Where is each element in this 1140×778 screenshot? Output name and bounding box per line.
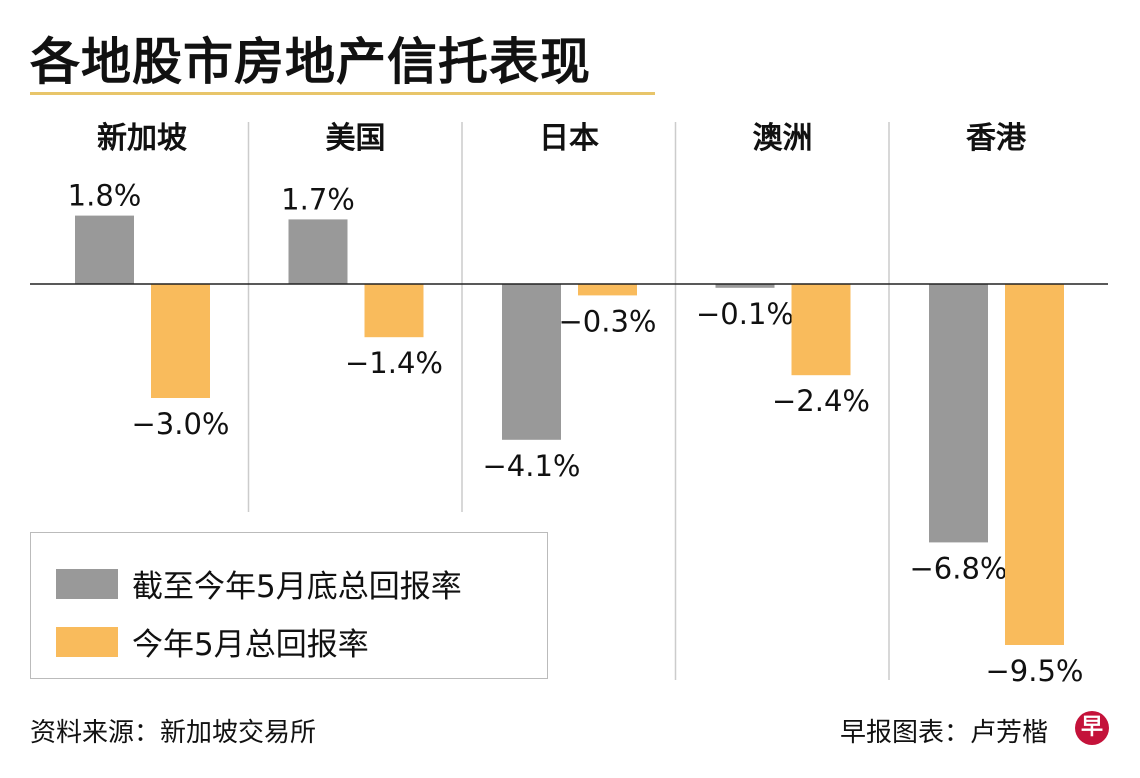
legend-item-ytd: 截至今年5月底总回报率	[56, 561, 462, 606]
bar-may	[364, 284, 424, 338]
zaobao-logo: 早	[1075, 711, 1109, 745]
legend-label-ytd: 截至今年5月底总回报率	[132, 569, 462, 605]
legend-swatch-may	[56, 626, 118, 657]
legend-swatch-ytd	[56, 568, 118, 599]
bar-may	[578, 284, 637, 296]
data-label: 1.8%	[68, 179, 142, 213]
category-label: 美国	[326, 121, 386, 156]
legend: 截至今年5月底总回报率 今年5月总回报率	[30, 532, 548, 679]
category-label: 新加坡	[97, 121, 187, 156]
bar-ytd	[75, 215, 134, 284]
source-note: 资料来源：新加坡交易所	[30, 718, 317, 748]
bar-ytd	[715, 284, 775, 288]
title-underline	[30, 92, 655, 95]
bar-ytd	[288, 219, 348, 284]
category-label: 香港	[966, 121, 1027, 156]
data-label: −0.3%	[559, 304, 657, 338]
bar-may	[791, 284, 851, 376]
chart-title: 各地股市房地产信托表现	[30, 33, 591, 91]
data-label: −4.1%	[483, 449, 581, 483]
bar-may	[1005, 284, 1064, 645]
legend-label-may: 今年5月总回报率	[132, 627, 369, 663]
bar-ytd	[929, 284, 988, 543]
category-label: 澳洲	[753, 121, 813, 156]
bar-ytd	[502, 284, 561, 440]
data-label: −0.1%	[696, 297, 794, 331]
credit-note: 早报图表：卢芳楷	[839, 718, 1048, 748]
data-label: −1.4%	[345, 346, 443, 380]
data-label: −2.4%	[772, 384, 870, 418]
bar-may	[151, 284, 210, 398]
data-label: −3.0%	[132, 407, 230, 441]
data-label: −6.8%	[910, 551, 1008, 585]
data-label: 1.7%	[281, 182, 355, 216]
data-label: −9.5%	[986, 654, 1084, 688]
legend-item-may: 今年5月总回报率	[56, 619, 369, 664]
category-label: 日本	[539, 121, 599, 156]
